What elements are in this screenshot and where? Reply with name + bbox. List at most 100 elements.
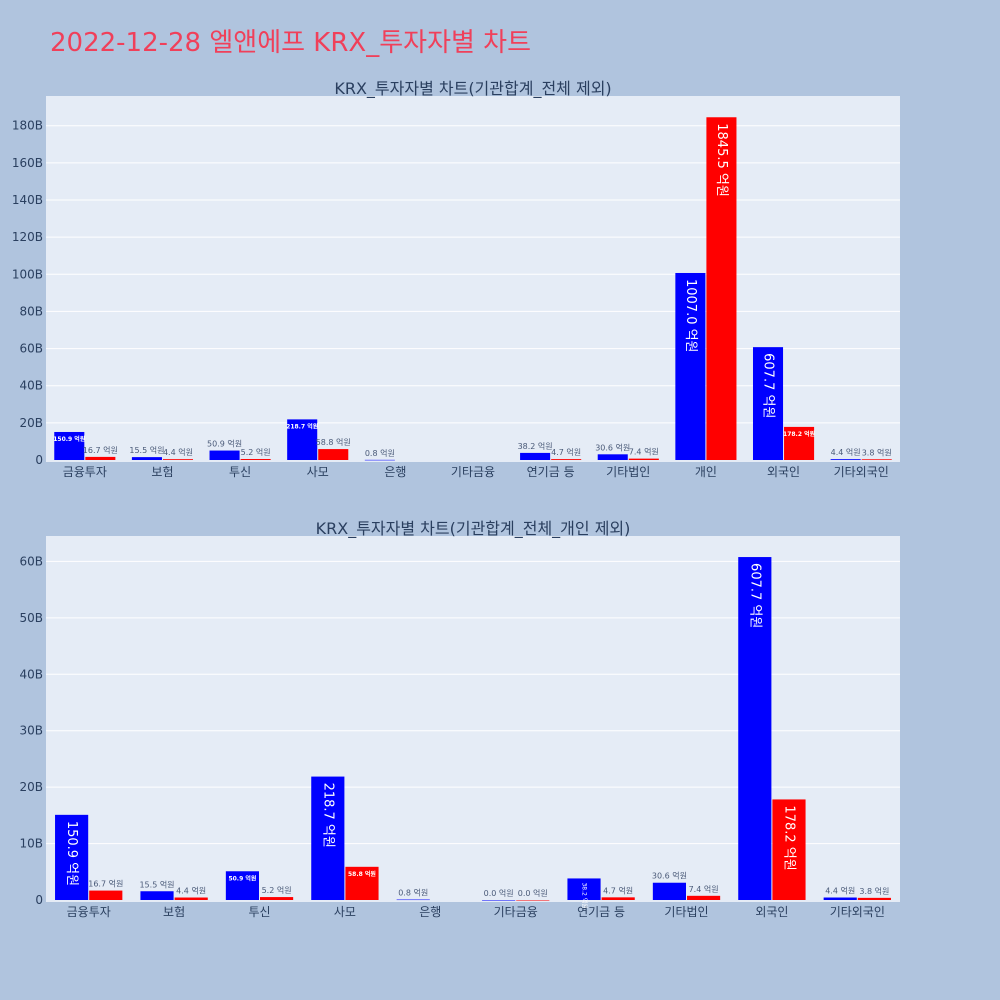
top-x-tick-label: 연기금 등 bbox=[527, 465, 575, 479]
bottom-y-tick-label: 20B bbox=[19, 780, 43, 794]
top-bar bbox=[318, 449, 349, 460]
bottom-y-tick-label: 10B bbox=[19, 837, 43, 851]
bottom-data-label: 58.8 억원 bbox=[348, 870, 376, 878]
top-data-label: 16.7 억원 bbox=[83, 445, 118, 455]
top-data-label: 7.4 억원 bbox=[629, 447, 659, 457]
bottom-x-tick-label: 기타외국인 bbox=[830, 905, 885, 919]
top-bar bbox=[54, 431, 85, 460]
bottom-data-label: 30.6 억원 bbox=[652, 871, 687, 881]
bottom-x-tick-label: 사모 bbox=[334, 905, 356, 919]
top-data-label: 5.2 억원 bbox=[241, 447, 271, 457]
top-bar bbox=[752, 347, 784, 460]
bottom-data-label: 0.0 억원 bbox=[518, 888, 548, 898]
top-data-label: 0.8 억원 bbox=[365, 448, 395, 458]
bottom-chart-title: KRX_투자자별 차트(기관합계_전체_개인 제외) bbox=[316, 519, 631, 539]
bottom-x-tick-label: 은행 bbox=[419, 904, 441, 919]
bottom-bar bbox=[652, 882, 686, 900]
page-title: 2022-12-28 엘앤에프 KRX_투자자별 차트 bbox=[50, 28, 532, 58]
bottom-data-label: 607.7 억원 bbox=[747, 563, 762, 628]
top-data-label: 178.2 억원 bbox=[783, 430, 815, 438]
top-bar bbox=[287, 419, 318, 460]
bottom-data-label: 16.7 억원 bbox=[88, 879, 123, 889]
bottom-x-tick-label: 금융투자 bbox=[67, 905, 111, 919]
bottom-data-label: 15.5 억원 bbox=[139, 879, 174, 889]
top-y-tick-label: 60B bbox=[19, 342, 43, 356]
top-bar bbox=[706, 117, 737, 460]
bottom-bar bbox=[345, 866, 379, 900]
top-bar bbox=[240, 459, 271, 460]
top-bar bbox=[784, 426, 815, 460]
top-data-label: 1845.5 억원 bbox=[714, 123, 729, 197]
bottom-data-label: 178.2 억원 bbox=[781, 805, 796, 870]
bottom-bar bbox=[55, 814, 89, 900]
top-data-label: 1007.0 억원 bbox=[683, 279, 698, 353]
top-bar bbox=[209, 450, 240, 460]
bottom-bar bbox=[516, 900, 550, 901]
bottom-data-label: 4.4 억원 bbox=[825, 886, 855, 896]
bottom-y-tick-label: 0 bbox=[35, 893, 43, 907]
top-bar bbox=[162, 459, 194, 460]
bottom-data-label: 7.4 억원 bbox=[689, 884, 719, 894]
bottom-bar bbox=[140, 891, 174, 900]
bottom-bar bbox=[567, 878, 601, 900]
bottom-data-label: 50.9 억원 bbox=[228, 874, 256, 882]
top-data-label: 30.6 억원 bbox=[595, 442, 630, 452]
top-y-tick-label: 40B bbox=[19, 379, 43, 393]
top-bar bbox=[597, 454, 628, 460]
top-y-tick-label: 140B bbox=[12, 193, 43, 207]
top-x-tick-label: 개인 bbox=[695, 465, 717, 479]
bottom-bar bbox=[174, 897, 208, 900]
bottom-x-tick-label: 보험 bbox=[163, 905, 185, 919]
bottom-plot-area bbox=[46, 536, 900, 902]
top-x-tick-label: 외국인 bbox=[767, 465, 800, 479]
bottom-data-label: 38.2 억원 bbox=[581, 882, 589, 908]
top-bar bbox=[131, 457, 162, 460]
bottom-data-label: 218.7 억원 bbox=[320, 783, 335, 848]
top-data-label: 607.7 억원 bbox=[761, 353, 776, 418]
bottom-bar bbox=[482, 900, 516, 901]
top-bar bbox=[628, 458, 659, 460]
top-y-tick-label: 0 bbox=[35, 453, 43, 467]
top-x-tick-label: 보험 bbox=[151, 465, 173, 479]
top-data-label: 4.7 억원 bbox=[551, 447, 581, 457]
top-data-label: 4.4 억원 bbox=[831, 447, 861, 457]
bottom-x-tick-label: 기타금융 bbox=[494, 905, 538, 919]
bottom-bar bbox=[772, 799, 806, 900]
top-x-tick-label: 투신 bbox=[229, 465, 251, 479]
bottom-y-tick-label: 40B bbox=[19, 667, 43, 681]
bottom-bar bbox=[857, 897, 891, 900]
top-bar bbox=[551, 459, 582, 460]
bottom-bar bbox=[823, 897, 857, 900]
bottom-bar bbox=[89, 890, 123, 900]
bottom-x-tick-label: 기타법인 bbox=[664, 905, 708, 919]
top-x-tick-label: 기타법인 bbox=[606, 465, 650, 479]
bottom-bar bbox=[396, 899, 430, 901]
bottom-y-tick-label: 30B bbox=[19, 724, 43, 738]
bottom-y-tick-label: 60B bbox=[19, 554, 43, 568]
top-bar bbox=[520, 452, 551, 460]
bottom-bar bbox=[687, 895, 721, 900]
top-data-label: 218.7 억원 bbox=[286, 422, 318, 430]
top-bar bbox=[861, 459, 892, 460]
top-bar bbox=[830, 459, 861, 460]
top-x-tick-label: 기타외국인 bbox=[834, 465, 889, 479]
bottom-data-label: 4.7 억원 bbox=[603, 885, 633, 895]
bottom-bar bbox=[738, 557, 772, 900]
top-x-tick-label: 은행 bbox=[384, 464, 406, 479]
top-data-label: 3.8 억원 bbox=[862, 447, 892, 457]
top-bar bbox=[85, 456, 116, 460]
bottom-data-label: 0.0 억원 bbox=[484, 888, 514, 898]
top-data-label: 150.9 억원 bbox=[53, 435, 85, 443]
bottom-bar bbox=[260, 897, 294, 900]
top-x-tick-label: 금융투자 bbox=[63, 465, 107, 479]
top-x-tick-label: 기타금융 bbox=[451, 465, 495, 479]
chart-bottom: KRX_투자자별 차트(기관합계_전체_개인 제외) 0 10B 20B 30B 40B 5… bbox=[19, 519, 900, 919]
top-data-label: 4.4 억원 bbox=[163, 447, 193, 457]
top-y-tick-label: 80B bbox=[19, 304, 43, 318]
bottom-x-tick-label: 투신 bbox=[248, 905, 270, 919]
top-chart-title: KRX_투자자별 차트(기관합계_전체 제외) bbox=[334, 79, 611, 99]
top-y-tick-label: 180B bbox=[12, 119, 43, 133]
bottom-data-label: 4.4 억원 bbox=[176, 886, 206, 896]
bottom-x-tick-label: 외국인 bbox=[755, 905, 788, 919]
bottom-bar bbox=[311, 776, 345, 900]
